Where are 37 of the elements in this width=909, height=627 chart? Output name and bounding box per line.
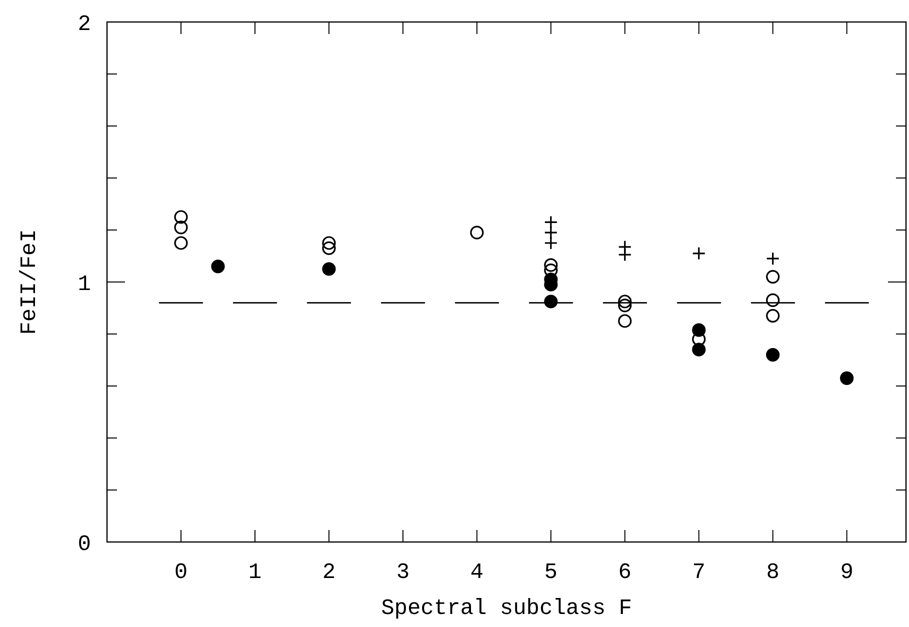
point [766,293,780,307]
point [211,260,225,274]
y-tick-label: 2 [78,12,91,37]
point [840,371,854,385]
point [766,309,780,323]
y-tick-label: 1 [78,272,91,297]
point [766,252,780,266]
point [766,348,780,362]
point [174,210,188,224]
x-tick-label: 1 [248,560,262,585]
x-axis-title: Spectral subclass F [381,596,632,621]
x-tick-label: 6 [618,560,632,585]
y-axis-title: FeII/FeI [17,229,42,335]
point [544,294,558,308]
x-tick-label: 2 [322,560,336,585]
y-tick-label: 0 [78,532,91,557]
point [174,236,188,250]
point [692,246,706,260]
point [692,323,706,337]
point [692,342,706,356]
point [766,270,780,284]
point [322,241,336,255]
point [618,298,632,312]
point [618,294,632,308]
point [322,262,336,276]
x-tick-label: 0 [174,560,188,585]
point [322,236,336,250]
point [618,314,632,328]
x-tick-label: 4 [470,560,484,585]
x-tick-label: 5 [544,560,558,585]
x-tick-label: 8 [766,560,780,585]
point [174,220,188,234]
x-tick-label: 7 [692,560,706,585]
point [470,226,484,240]
point [544,258,558,272]
x-tick-label: 3 [396,560,410,585]
x-tick-label: 9 [840,560,854,585]
